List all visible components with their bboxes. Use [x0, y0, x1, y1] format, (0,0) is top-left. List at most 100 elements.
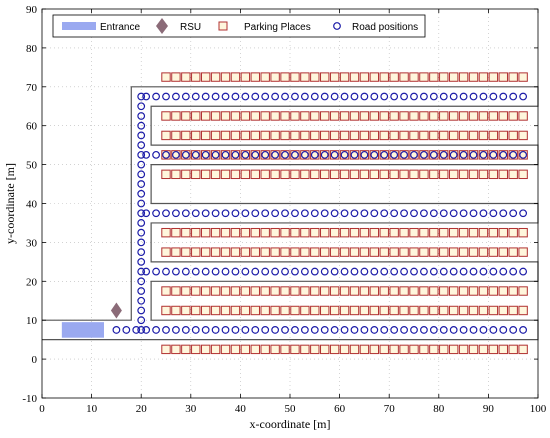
parking-place-60	[389, 305, 399, 316]
parking-place-266	[230, 130, 241, 141]
road-position-44	[162, 267, 170, 276]
road-position-64	[360, 267, 369, 276]
parking-place-24	[399, 344, 409, 355]
y-tick-label-9: 80	[26, 43, 38, 55]
parking-place-220	[508, 169, 518, 180]
parking-place-286	[429, 130, 439, 141]
parking-place-341	[240, 72, 251, 82]
parking-place-307	[270, 111, 280, 121]
road-position-115	[479, 209, 488, 218]
parking-place-321	[409, 111, 419, 121]
parking-place-84	[260, 286, 270, 296]
parking-place-243	[369, 150, 380, 160]
road-position-84	[172, 209, 180, 218]
parking-place-181	[488, 227, 499, 238]
y-tick-label-6: 50	[26, 160, 38, 172]
y-tick-label-5: 40	[26, 199, 38, 211]
parking-place-94	[359, 286, 370, 296]
road-position-42	[142, 267, 151, 276]
road-position-106	[390, 209, 399, 218]
legend-road-label: Road positions	[352, 22, 418, 33]
road-position-159	[142, 92, 151, 101]
parking-place-204	[349, 169, 360, 180]
parking-place-48	[270, 305, 280, 316]
parking-place-296	[161, 111, 171, 121]
parking-place-111	[161, 247, 171, 257]
parking-place-245	[389, 150, 399, 160]
road-position-169	[241, 92, 250, 101]
road-position-208	[137, 228, 146, 237]
road-position-70	[420, 267, 428, 276]
road-position-36	[469, 326, 478, 334]
parking-place-268	[250, 130, 260, 141]
parking-place-262	[191, 130, 201, 141]
parking-place-12	[280, 344, 290, 355]
parking-place-34	[498, 344, 508, 355]
road-position-205	[137, 257, 146, 266]
road-position-196	[509, 92, 518, 101]
road-position-186	[410, 92, 418, 101]
parking-place-193	[240, 169, 251, 180]
parking-place-54	[329, 305, 340, 316]
parking-place-3	[191, 344, 201, 355]
road-position-203	[137, 277, 146, 286]
parking-place-110	[518, 286, 528, 296]
road-position-209	[137, 219, 146, 227]
parking-place-200	[310, 169, 320, 180]
parking-place-211	[419, 169, 429, 180]
parking-place-273	[300, 130, 310, 141]
parking-place-263	[200, 130, 211, 141]
road-position-103	[360, 209, 369, 218]
parking-place-289	[458, 130, 469, 141]
road-position-151	[449, 150, 458, 159]
parking-place-22	[379, 344, 389, 355]
road-position-168	[231, 92, 240, 101]
parking-place-318	[379, 111, 389, 121]
road-position-217	[137, 141, 146, 150]
parking-place-66	[448, 305, 459, 316]
parking-place-17	[329, 344, 340, 355]
parking-place-198	[290, 169, 300, 180]
road-position-123	[172, 150, 180, 159]
parking-place-254	[478, 150, 489, 160]
parking-place-10	[260, 344, 270, 355]
parking-place-283	[399, 130, 409, 141]
parking-place-88	[300, 286, 310, 296]
parking-place-225	[191, 150, 201, 160]
x-tick-label-3: 30	[185, 403, 197, 415]
parking-place-275	[320, 130, 330, 141]
road-position-137	[310, 150, 319, 159]
parking-place-213	[439, 169, 449, 180]
parking-place-107	[488, 286, 499, 296]
parking-place-136	[409, 247, 419, 257]
road-position-109	[420, 209, 428, 218]
parking-place-287	[439, 130, 449, 141]
parking-place-132	[369, 247, 380, 257]
road-position-178	[330, 92, 339, 101]
parking-place-301	[210, 111, 221, 121]
road-position-1	[122, 326, 131, 334]
road-position-210	[137, 209, 146, 218]
parking-place-271	[280, 130, 290, 141]
parking-place-0	[161, 344, 171, 355]
parking-place-149	[171, 227, 181, 238]
parking-place-297	[171, 111, 181, 121]
road-position-91	[241, 209, 250, 218]
parking-place-250	[439, 150, 449, 160]
parking-place-155	[230, 227, 241, 238]
parking-place-20	[359, 344, 370, 355]
parking-place-238	[320, 150, 330, 160]
road-position-75	[469, 267, 478, 276]
road-position-13	[241, 326, 250, 334]
parking-place-353	[359, 72, 370, 82]
parking-place-163	[310, 227, 320, 238]
road-position-37	[479, 326, 488, 334]
parking-place-63	[419, 305, 429, 316]
road-position-22	[330, 326, 339, 334]
parking-place-332	[518, 111, 528, 121]
parking-place-336	[191, 72, 201, 82]
parking-place-323	[429, 111, 439, 121]
road-position-83	[162, 209, 170, 218]
parking-place-235	[290, 150, 300, 160]
parking-place-172	[399, 227, 409, 238]
